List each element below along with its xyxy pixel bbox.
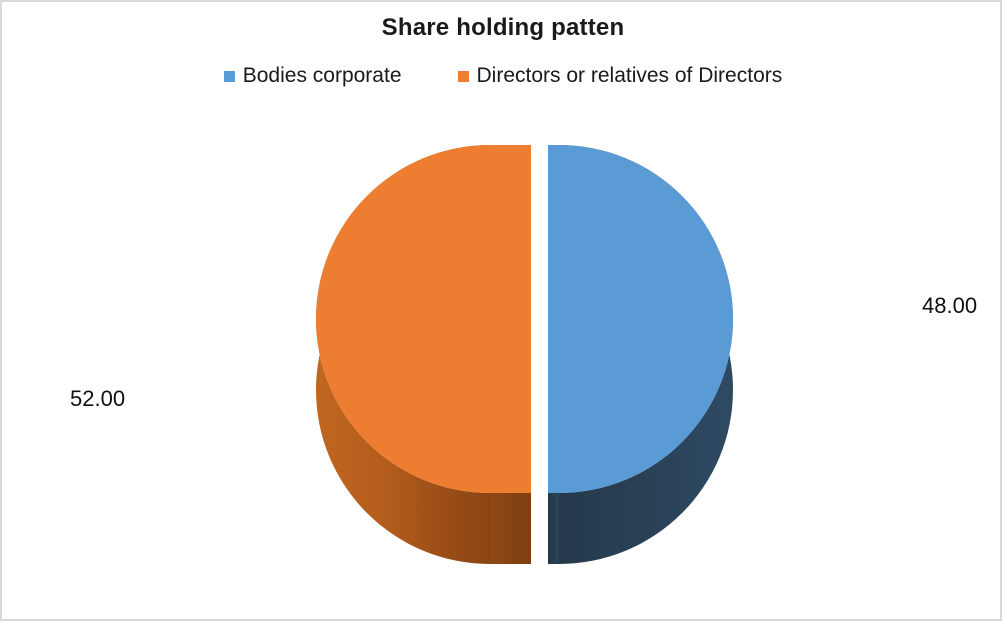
data-label-bodies-corporate: 48.00 <box>922 293 978 318</box>
legend-item-directors-or-relatives[interactable]: Directors or relatives of Directors <box>457 64 783 88</box>
pie-slice-directors-or-relatives[interactable] <box>316 145 531 564</box>
legend-item-bodies-corporate[interactable]: Bodies corporate <box>223 64 402 88</box>
legend-label: Bodies corporate <box>242 64 402 87</box>
pie-slice-top-face <box>548 145 733 493</box>
legend-label: Directors or relatives of Directors <box>476 64 783 87</box>
chart-legend: Bodies corporate Directors or relatives … <box>2 64 1000 88</box>
legend-swatch-icon <box>457 70 469 82</box>
chart-title: Share holding patten <box>381 14 625 41</box>
pie-slice-bodies-corporate[interactable] <box>548 145 733 564</box>
pie-slice-cut-wall <box>548 493 559 564</box>
data-label-directors-or-relatives: 52.00 <box>70 386 126 411</box>
pie-slice-top-face <box>316 145 531 493</box>
pie-slice-cut-wall <box>490 493 531 564</box>
legend-swatch-icon <box>223 70 235 82</box>
